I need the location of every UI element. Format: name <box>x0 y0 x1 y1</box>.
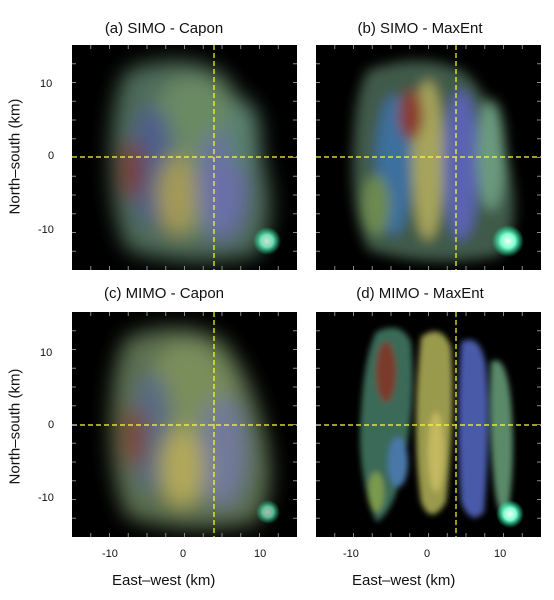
panel-c-image <box>72 312 297 537</box>
y-axis-label-top: North–south (km) <box>6 98 24 215</box>
xtick-left-0: 0 <box>180 548 187 560</box>
ytick-bottom-10: 10 <box>40 347 53 359</box>
y-axis-label-bottom: North–south (km) <box>6 368 24 485</box>
ytick-top-0: 0 <box>48 150 55 162</box>
ytick-top-10: 10 <box>40 78 53 90</box>
ytick-bottom-0: 0 <box>48 419 55 431</box>
xtick-right-0: 0 <box>424 548 431 560</box>
xtick-left-10: 10 <box>254 548 267 560</box>
panel-d-image <box>316 312 541 537</box>
panel-a-image <box>72 45 297 270</box>
panel-b-image <box>316 45 541 270</box>
xtick-right-10: 10 <box>494 548 507 560</box>
ytick-bottom-neg10: -10 <box>38 492 54 504</box>
panel-b-title: (b) SIMO - MaxEnt <box>357 20 483 37</box>
panel-a-title: (a) SIMO - Capon <box>104 20 224 37</box>
xtick-left-neg10: -10 <box>102 548 118 560</box>
x-axis-label-right: East–west (km) <box>352 572 456 589</box>
xtick-right-neg10: -10 <box>343 548 359 560</box>
x-axis-label-left: East–west (km) <box>112 572 216 589</box>
panel-c-title: (c) MIMO - Capon <box>103 285 224 302</box>
panel-d-title: (d) MIMO - MaxEnt <box>356 285 484 302</box>
ytick-top-neg10: -10 <box>38 224 54 236</box>
